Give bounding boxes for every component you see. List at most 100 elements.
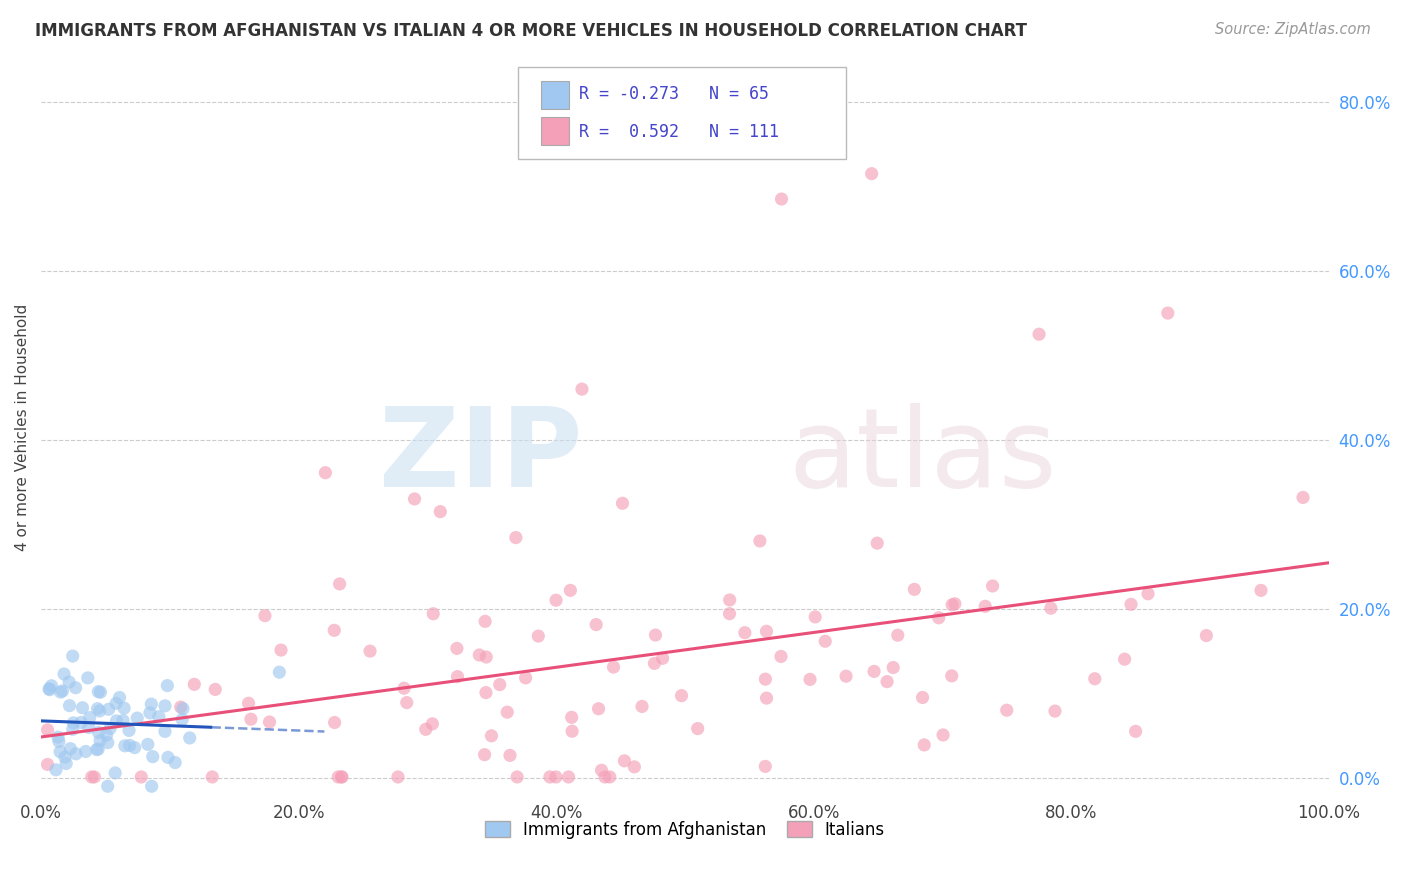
- Point: [599, 770, 621, 784]
- Point: [86, 701, 108, 715]
- Point: [172, 702, 194, 716]
- Point: [474, 615, 496, 629]
- Point: [183, 677, 205, 691]
- Point: [499, 748, 522, 763]
- Point: [1084, 672, 1107, 686]
- Point: [204, 682, 226, 697]
- Point: [87, 725, 110, 739]
- Point: [863, 665, 886, 679]
- Point: [89, 733, 111, 747]
- Point: [87, 742, 110, 756]
- Point: [238, 696, 260, 710]
- Point: [89, 704, 111, 718]
- Point: [170, 700, 193, 714]
- Point: [97, 779, 120, 793]
- Point: [544, 770, 567, 784]
- Point: [882, 660, 904, 674]
- Point: [41, 679, 63, 693]
- Point: [754, 759, 776, 773]
- Point: [943, 597, 966, 611]
- Point: [53, 750, 76, 764]
- Point: [474, 747, 496, 762]
- Point: [259, 714, 281, 729]
- Point: [118, 739, 141, 753]
- Point: [481, 729, 503, 743]
- Point: [860, 167, 883, 181]
- Point: [37, 723, 59, 737]
- Point: [58, 698, 80, 713]
- Point: [80, 770, 103, 784]
- Point: [1137, 587, 1160, 601]
- Point: [538, 770, 561, 784]
- Point: [602, 660, 624, 674]
- Point: [76, 671, 98, 685]
- Point: [734, 625, 756, 640]
- Point: [179, 731, 201, 745]
- Point: [96, 728, 118, 742]
- Point: [770, 192, 793, 206]
- Point: [112, 701, 135, 715]
- Point: [1195, 629, 1218, 643]
- Point: [62, 649, 84, 664]
- Point: [1043, 704, 1066, 718]
- Point: [105, 696, 128, 710]
- Point: [153, 724, 176, 739]
- Point: [748, 533, 770, 548]
- Point: [49, 685, 72, 699]
- Point: [468, 648, 491, 662]
- Point: [141, 697, 163, 711]
- Point: [172, 713, 194, 727]
- Point: [515, 671, 537, 685]
- Point: [253, 608, 276, 623]
- Point: [995, 703, 1018, 717]
- Text: ZIP: ZIP: [378, 403, 582, 510]
- Point: [903, 582, 925, 597]
- Point: [446, 641, 468, 656]
- Point: [887, 628, 910, 642]
- Point: [560, 583, 582, 598]
- Point: [104, 766, 127, 780]
- FancyBboxPatch shape: [541, 81, 569, 109]
- Point: [387, 770, 409, 784]
- Point: [139, 706, 162, 720]
- Point: [974, 599, 997, 614]
- Point: [941, 598, 963, 612]
- Point: [651, 651, 673, 665]
- Point: [588, 702, 610, 716]
- Point: [422, 716, 444, 731]
- Point: [38, 681, 60, 696]
- Point: [928, 611, 950, 625]
- Point: [105, 714, 128, 728]
- Point: [323, 624, 346, 638]
- Point: [330, 770, 353, 784]
- FancyBboxPatch shape: [541, 118, 569, 145]
- Point: [591, 764, 613, 778]
- Text: Source: ZipAtlas.com: Source: ZipAtlas.com: [1215, 22, 1371, 37]
- Point: [269, 665, 291, 680]
- Point: [1125, 724, 1147, 739]
- Point: [429, 505, 451, 519]
- Point: [127, 711, 149, 725]
- Point: [876, 674, 898, 689]
- Point: [148, 709, 170, 723]
- Point: [77, 721, 100, 735]
- Text: R =  0.592   N = 111: R = 0.592 N = 111: [579, 123, 779, 141]
- Point: [623, 760, 645, 774]
- Point: [86, 742, 108, 756]
- Point: [1157, 306, 1180, 320]
- Point: [932, 728, 955, 742]
- Point: [98, 722, 121, 736]
- Point: [593, 770, 616, 784]
- Point: [329, 577, 352, 591]
- Point: [53, 667, 76, 681]
- Point: [755, 691, 778, 706]
- Point: [328, 770, 350, 784]
- Point: [981, 579, 1004, 593]
- Point: [142, 749, 165, 764]
- Point: [527, 629, 550, 643]
- Point: [392, 681, 415, 696]
- Point: [62, 715, 84, 730]
- Point: [475, 650, 498, 665]
- Point: [754, 672, 776, 686]
- Point: [505, 531, 527, 545]
